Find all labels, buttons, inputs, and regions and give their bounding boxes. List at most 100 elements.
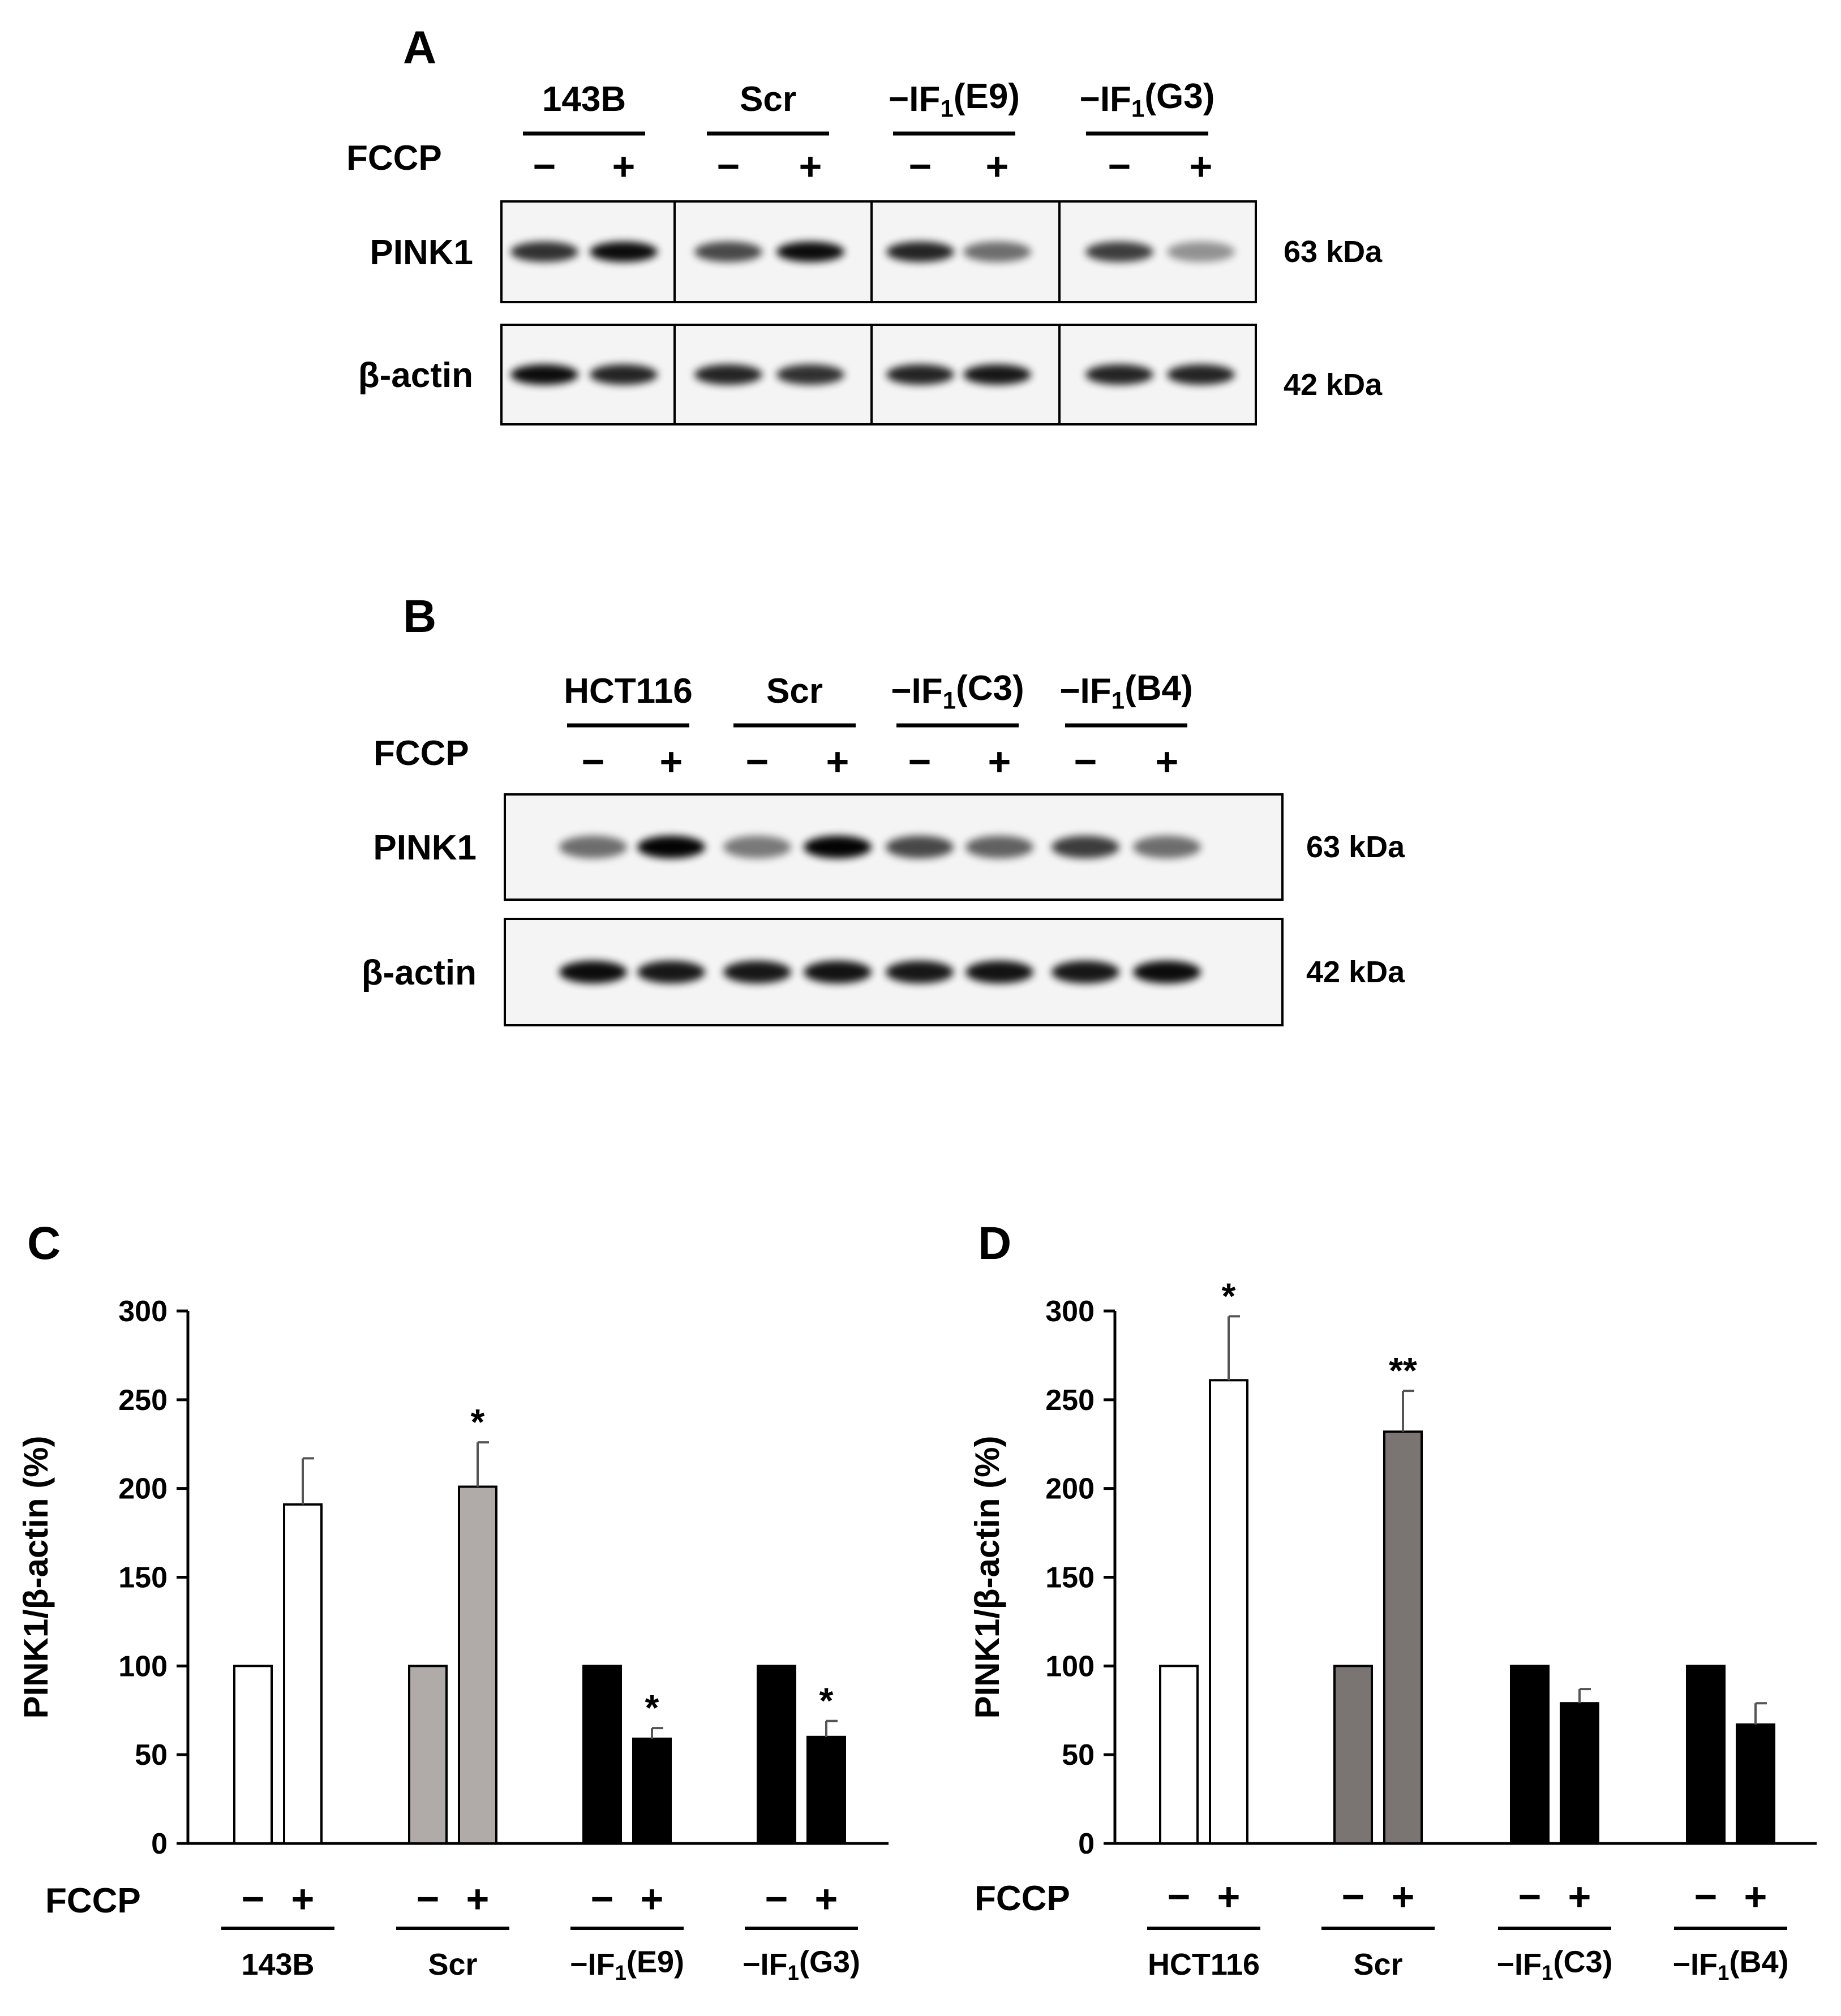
y-tick-label: 100 xyxy=(1045,1650,1095,1683)
bar xyxy=(1333,1665,1373,1845)
protein-band xyxy=(637,961,705,983)
fccp-sign: − xyxy=(765,1877,788,1921)
panel-b-group-label: HCT116 xyxy=(564,672,692,711)
protein-band xyxy=(1085,242,1153,262)
fccp-sign: + xyxy=(1568,1875,1591,1919)
bar xyxy=(1560,1702,1599,1845)
panel-c-letter: C xyxy=(27,1218,61,1269)
x-category-label: Scr xyxy=(428,1948,477,1981)
protein-band xyxy=(510,364,578,385)
panel-a-fccp-sign: − xyxy=(717,144,740,188)
fccp-sign: + xyxy=(815,1877,838,1921)
panel-b-fccp-signs: − + − + − + − + xyxy=(582,740,1179,784)
molecular-weight-label: 42 kDa xyxy=(1306,955,1405,989)
molecular-weight-label: 42 kDa xyxy=(1284,368,1383,402)
protein-band xyxy=(963,364,1031,385)
bar xyxy=(582,1665,622,1845)
fccp-sign: − xyxy=(591,1877,614,1921)
blot-row-label: PINK1 xyxy=(370,233,473,272)
protein-band xyxy=(694,364,762,385)
panel-a-group-label: 143B xyxy=(542,80,626,119)
panel-b: B FCCP HCT116 Scr −IF1(C3) −IF1(B4) − + − + − + −… xyxy=(362,591,1405,1026)
panel-a-fccp-sign: + xyxy=(612,144,636,188)
x-category-label: −IF1(B4) xyxy=(1673,1945,1789,1985)
significance-marker: * xyxy=(1222,1275,1236,1316)
fccp-label: FCCP xyxy=(45,1881,141,1920)
x-category-label: HCT116 xyxy=(1148,1948,1260,1981)
blot-frame xyxy=(500,200,1257,303)
protein-band xyxy=(694,242,762,262)
panel-c-chart: C 0 50 100 150 200 250 300 PINK1/β-actin (%) FCC… xyxy=(17,1218,889,1984)
y-tick-label: 150 xyxy=(1045,1562,1095,1594)
blot-frame xyxy=(504,918,1284,1026)
panel-d-letter: D xyxy=(978,1218,1011,1269)
blot-row-label: β-actin xyxy=(358,356,473,395)
protein-band xyxy=(1167,364,1235,385)
panel-a-group-label: Scr xyxy=(740,80,796,119)
fccp-sign: + xyxy=(466,1877,490,1921)
fccp-sign: − xyxy=(1168,1875,1191,1919)
y-tick-label: 200 xyxy=(1045,1473,1095,1506)
protein-band xyxy=(1133,961,1201,983)
panel-b-group-labels: HCT116 Scr −IF1(C3) −IF1(B4) xyxy=(564,669,1193,728)
fccp-sign: − xyxy=(242,1877,265,1921)
panel-a-fccp-label: FCCP xyxy=(346,139,442,178)
protein-band xyxy=(590,242,658,262)
protein-band xyxy=(965,961,1033,983)
bar xyxy=(408,1665,448,1845)
significance-marker: ** xyxy=(1389,1350,1417,1391)
y-tick-label: 0 xyxy=(1078,1828,1095,1860)
protein-band xyxy=(1085,364,1153,385)
y-tick-label: 300 xyxy=(118,1295,168,1328)
blot-row-label: PINK1 xyxy=(373,828,477,867)
panel-b-fccp-label: FCCP xyxy=(374,734,469,773)
blot-frame xyxy=(500,324,1257,425)
panel-b-group-label: −IF1(B4) xyxy=(1059,669,1192,714)
x-category-label: −IF1(E9) xyxy=(570,1945,684,1985)
panel-a: A FCCP 143B Scr −IF1(E9) −IF1(G3) − + − + − + − + … xyxy=(346,22,1383,425)
bar xyxy=(632,1737,672,1845)
fccp-sign: − xyxy=(417,1877,440,1921)
blot-row-label: β-actin xyxy=(362,953,477,992)
panel-a-fccp-sign: − xyxy=(1108,144,1131,188)
y-axis-title: PINK1/β-actin (%) xyxy=(17,1435,55,1718)
y-tick-label: 50 xyxy=(135,1739,168,1772)
protein-band xyxy=(559,961,627,983)
protein-band xyxy=(886,836,954,858)
y-axis-title: PINK1/β-actin (%) xyxy=(968,1435,1006,1718)
panel-b-fccp-sign: + xyxy=(660,740,683,784)
bar xyxy=(283,1503,323,1845)
y-tick-label: 250 xyxy=(1045,1384,1095,1417)
x-category-label: −IF1(C3) xyxy=(1497,1945,1613,1985)
protein-band xyxy=(776,242,844,262)
x-category-label: 143B xyxy=(241,1948,314,1981)
panel-b-fccp-sign: + xyxy=(1156,740,1179,784)
protein-band xyxy=(590,364,658,385)
panel-a-fccp-sign: − xyxy=(533,144,556,188)
significance-marker: * xyxy=(471,1402,485,1442)
panel-b-fccp-sign: + xyxy=(988,740,1011,784)
panel-b-group-label: −IF1(C3) xyxy=(891,669,1024,714)
significance-marker: * xyxy=(819,1680,834,1721)
protein-band xyxy=(723,836,791,858)
bar xyxy=(1383,1430,1423,1845)
panel-a-group-label: −IF1(E9) xyxy=(889,77,1020,122)
protein-band xyxy=(1052,836,1119,858)
y-tick-label: 300 xyxy=(1045,1295,1095,1328)
y-tick-label: 100 xyxy=(118,1650,168,1683)
x-category-label: −IF1(G3) xyxy=(743,1945,860,1985)
fccp-sign: + xyxy=(641,1877,664,1921)
bar xyxy=(458,1485,497,1845)
molecular-weight-label: 63 kDa xyxy=(1284,235,1383,269)
protein-band xyxy=(1167,242,1235,262)
blot-frame xyxy=(504,793,1284,901)
protein-band xyxy=(510,242,578,262)
y-tick-label: 250 xyxy=(118,1384,168,1417)
panel-a-blots: PINK1 63 kDa β-actin 42 kDa xyxy=(358,200,1383,425)
panel-b-fccp-sign: − xyxy=(1074,740,1097,784)
protein-band xyxy=(965,836,1033,858)
panel-d-chart: D 0 50 100 150 200 250 300 PINK1/β-actin (%) FCC… xyxy=(968,1218,1817,1984)
fccp-sign: − xyxy=(1518,1875,1542,1919)
panel-b-fccp-sign: − xyxy=(908,740,932,784)
